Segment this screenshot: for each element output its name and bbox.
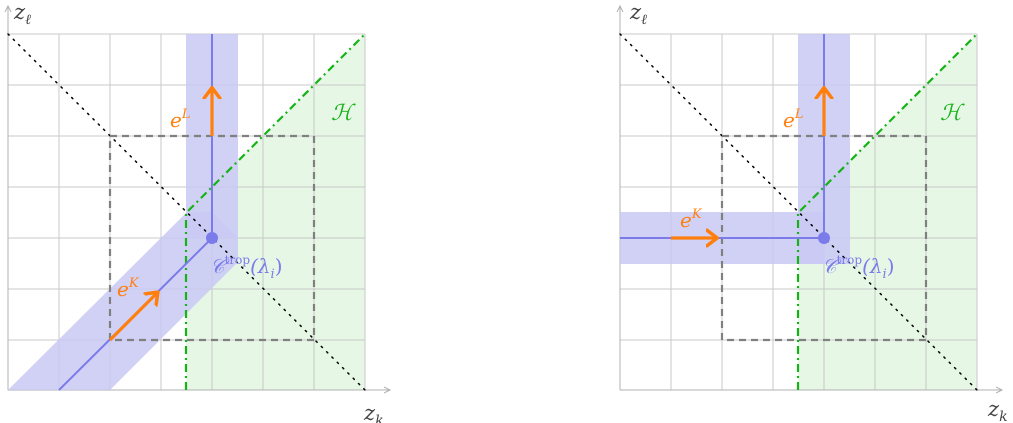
panel-right: zℓ zk ℋ eL eK 𝒞trop(λi) [620,0,1008,423]
label-trop-point: 𝒞trop(λi) [822,253,895,282]
arrow-eK [108,293,157,342]
region-h-boundary [796,33,978,390]
band-diagonal [8,212,238,390]
label-region-h: ℋ [940,101,965,126]
panel-left: zℓ zk ℋ eL eK 𝒞trop(λi) [8,0,390,423]
label-x-axis: zk [987,397,1008,423]
label-x-axis: zk [363,401,384,423]
region-h-boundary [184,33,366,390]
label-region-h: ℋ [331,101,356,126]
label-eK: eK [680,207,703,232]
anti-diagonal [7,33,366,391]
trop-point [818,232,830,244]
label-y-axis: zℓ [13,0,31,28]
label-eL: eL [783,107,803,132]
label-eL: eL [170,107,190,132]
region-h-fill [798,34,977,390]
label-y-axis: zℓ [629,0,647,28]
anti-diagonal [619,33,978,391]
region-h-fill [186,34,365,390]
label-eK: eK [117,276,140,301]
trop-point [206,232,218,244]
